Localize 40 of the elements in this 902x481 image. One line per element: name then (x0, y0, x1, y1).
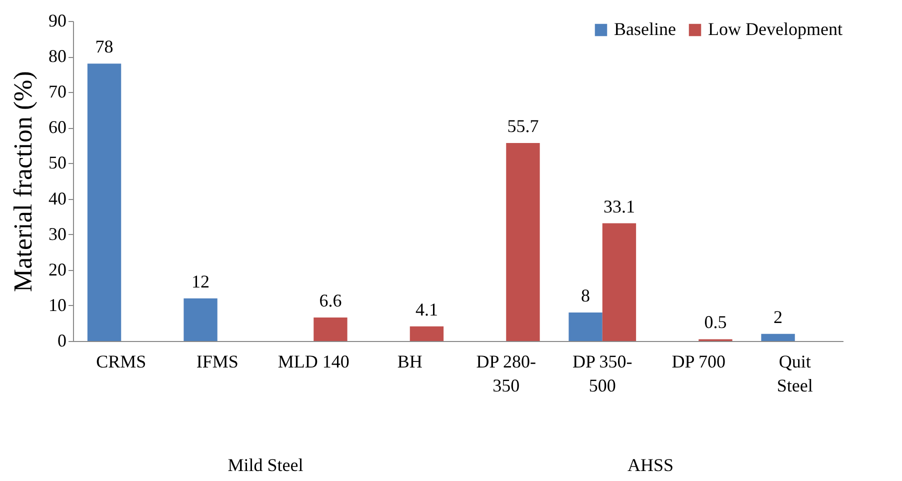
y-tick-label: 70 (48, 82, 66, 102)
y-tick-label: 30 (48, 224, 66, 244)
data-label: 55.7 (507, 116, 539, 136)
data-label: 2 (774, 306, 783, 327)
bar (314, 318, 348, 341)
y-tick-label: 10 (48, 294, 66, 315)
y-tick-label: 90 (48, 10, 66, 30)
legend-label: Baseline (614, 19, 676, 39)
data-label: 4.1 (415, 299, 438, 320)
x-tick-label: Quit Steel (776, 352, 813, 396)
bar (602, 223, 636, 341)
bar (506, 142, 540, 341)
text: AHSS (627, 455, 674, 475)
x-tick-label: DP 280-350 (476, 352, 536, 396)
y-tick-label: 50 (48, 152, 66, 173)
y-tick-label: 80 (48, 46, 66, 66)
x-tick-label: IFMS (196, 352, 238, 372)
data-label: 6.6 (319, 290, 342, 311)
y-tick-label: 0 (58, 330, 66, 350)
y-tick-label: 60 (48, 117, 66, 138)
legend-label: Low Development (708, 19, 842, 39)
bar (184, 298, 218, 341)
x-tick-label: MLD 140 (278, 352, 350, 372)
y-axis-title: Material fraction (%) (8, 71, 38, 292)
bar (568, 312, 602, 341)
data-label: 0.5 (704, 312, 727, 332)
data-label: 8 (581, 286, 590, 306)
bar (87, 64, 122, 341)
bar (761, 334, 795, 341)
y-tick-label: 20 (48, 259, 66, 280)
data-label: 33.1 (603, 196, 635, 216)
x-tick-label: DP 700 (672, 352, 726, 372)
data-label: 78 (95, 36, 114, 57)
bar (410, 326, 444, 341)
x-tick-label: DP 350-500 (572, 352, 632, 396)
x-tick-label: CRMS (96, 352, 146, 372)
data-label: 12 (192, 271, 210, 292)
text: Mild Steel (228, 455, 304, 475)
y-tick-label: 40 (48, 188, 66, 208)
x-tick-label: BH (397, 352, 422, 372)
